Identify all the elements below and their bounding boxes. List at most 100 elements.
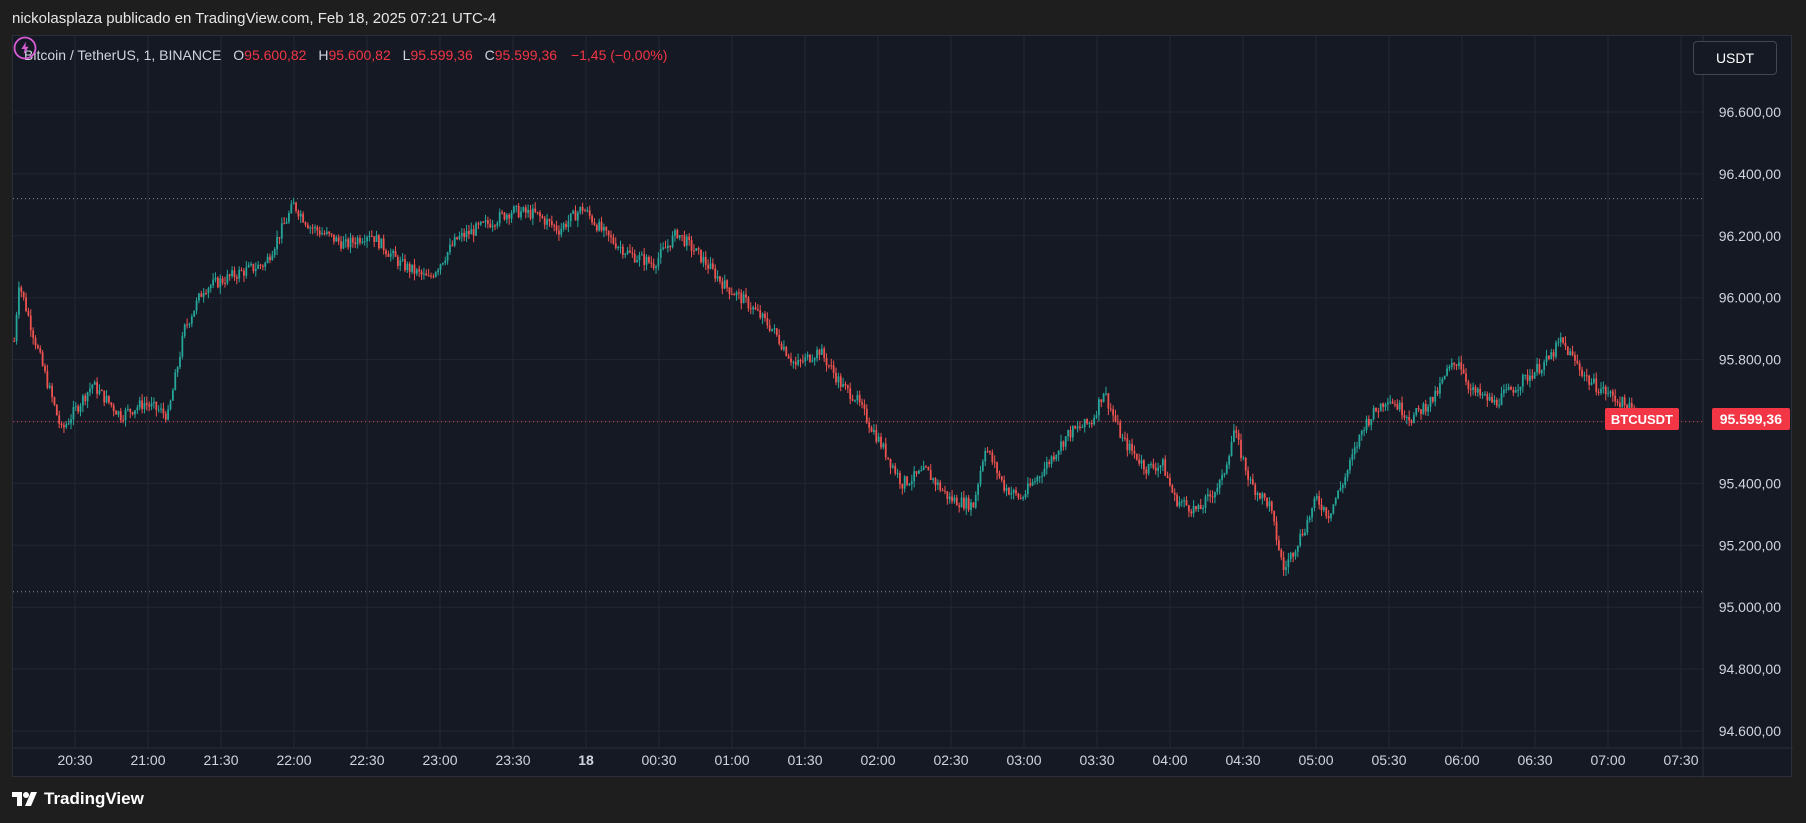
candle-body (572, 210, 575, 214)
x-tick-label: 20:30 (57, 752, 92, 768)
candle-body (1574, 354, 1576, 361)
candle-body (91, 384, 94, 389)
candle-body (915, 471, 918, 474)
candle-body (1360, 430, 1363, 435)
candle-body (1029, 483, 1032, 486)
y-tick-label: 96.200,00 (1719, 228, 1781, 244)
candle-body (927, 466, 930, 471)
candle-body (143, 402, 146, 409)
candle-body (998, 473, 1001, 477)
candle-body (51, 385, 53, 398)
high-value: 95.600,82 (328, 47, 391, 63)
candle-body (124, 409, 127, 421)
candle-body (621, 246, 624, 255)
candle-body (1005, 487, 1008, 491)
candle-body (1294, 551, 1297, 557)
candle-body (1443, 375, 1446, 379)
candle-body (740, 292, 743, 304)
chart-panel[interactable]: 94.600,00 94.800,00 95.000,00 95.200,00 95.4… (12, 35, 1793, 778)
candle-body (1285, 567, 1287, 571)
candle-body (1095, 415, 1098, 418)
candle-body (1067, 430, 1070, 437)
candle-body (415, 269, 418, 274)
candle-body (406, 263, 409, 271)
candle-body (1403, 415, 1406, 418)
candle-body (910, 481, 913, 485)
candle-body (15, 314, 18, 342)
candle-body (958, 505, 961, 508)
candle-body (979, 470, 982, 485)
candle-body (212, 279, 215, 286)
candle-body (835, 372, 837, 383)
x-tick-label: 22:30 (349, 752, 384, 768)
candle-body (510, 212, 513, 219)
candle-body (1427, 406, 1430, 412)
lightning-icon[interactable] (13, 36, 37, 60)
candle-body (219, 278, 222, 288)
candle-body (1382, 403, 1385, 407)
candle-body (1211, 496, 1214, 498)
candle-body (1488, 396, 1491, 401)
candle-body (657, 257, 660, 267)
candle-body (1588, 375, 1591, 385)
candle-body (1486, 393, 1489, 401)
candle-body (1450, 362, 1453, 367)
candle-body (1019, 498, 1022, 500)
candle-body (1173, 492, 1176, 495)
candle-body (792, 361, 795, 363)
candle-body (1372, 407, 1375, 420)
candle-body (240, 269, 243, 271)
candle-body (1109, 408, 1112, 410)
candle-body (1214, 492, 1216, 498)
candle-body (100, 390, 103, 392)
candle-body (1240, 439, 1242, 458)
candle-body (593, 222, 596, 225)
candle-body (648, 256, 650, 263)
candle-body (1410, 420, 1413, 423)
candle-body (550, 221, 553, 225)
candle-body (560, 228, 563, 235)
currency-button[interactable]: USDT (1693, 41, 1777, 75)
candle-body (1628, 402, 1631, 413)
candle-body (181, 335, 184, 357)
candle-body (387, 254, 390, 257)
y-tick-label: 94.600,00 (1719, 723, 1781, 739)
candle-body (1379, 403, 1382, 412)
candle-body (486, 220, 489, 224)
candle-body (941, 490, 944, 492)
candle-body (1126, 438, 1129, 451)
candle-body (1569, 351, 1572, 356)
candle-body (652, 263, 655, 269)
candle-body (640, 254, 643, 256)
candle-body (541, 216, 544, 218)
candle-body (1223, 473, 1226, 475)
candle-body (340, 241, 342, 249)
candle-body (1036, 476, 1039, 482)
candle-body (1389, 401, 1392, 403)
candle-body (318, 230, 321, 235)
candle-body (420, 271, 423, 275)
candle-body (1107, 393, 1110, 409)
candle-body (1232, 430, 1235, 443)
candle-body (1467, 381, 1470, 389)
candle-body (39, 348, 42, 353)
candle-body (1363, 430, 1366, 432)
candle-body (444, 260, 447, 264)
candle-body (126, 408, 129, 410)
candle-body (676, 230, 679, 239)
candle-body (1531, 375, 1534, 379)
candle-body (257, 264, 260, 269)
brand-footer[interactable]: TradingView (12, 789, 144, 809)
candle-body (65, 424, 68, 428)
candle-body (396, 256, 399, 266)
candlestick-chart[interactable]: 94.600,00 94.800,00 95.000,00 95.200,00 95.4… (13, 36, 1793, 778)
candle-body (190, 316, 193, 324)
candle-body (344, 239, 347, 242)
candle-body (1157, 467, 1160, 471)
candle-body (1545, 355, 1548, 362)
symbol-title[interactable]: Bitcoin / TetherUS, 1, BINANCE (24, 47, 222, 63)
candle-body (1367, 418, 1370, 426)
candle-body (44, 365, 46, 372)
candle-body (89, 388, 91, 393)
candle-body (925, 466, 927, 468)
